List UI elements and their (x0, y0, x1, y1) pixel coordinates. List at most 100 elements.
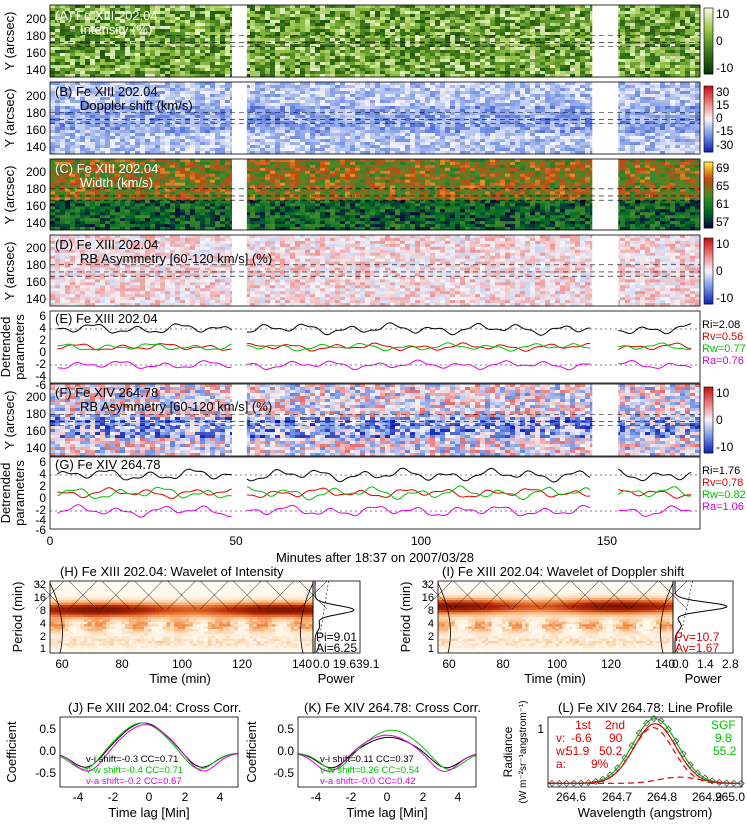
heatmap-cell (525, 14, 530, 17)
heatmap-cell (625, 17, 630, 20)
heatmap-cell (655, 65, 660, 68)
heatmap-cell (355, 53, 360, 56)
heatmap-cell (675, 26, 680, 29)
heatmap-cell (475, 109, 480, 112)
panel-a-ytick: 200 (26, 12, 46, 26)
heatmap-cell (370, 109, 375, 112)
heatmap-cell (385, 106, 390, 109)
heatmap-cell (635, 56, 640, 59)
heatmap-cell (150, 65, 155, 68)
heatmap-cell (565, 85, 570, 88)
heatmap-cell (435, 50, 440, 53)
heatmap-cell (690, 11, 695, 14)
heatmap-cell (170, 5, 175, 8)
heatmap-cell (475, 38, 480, 41)
heatmap-cell (655, 47, 660, 50)
heatmap-cell (315, 14, 320, 17)
heatmap-cell (530, 109, 535, 112)
heatmap-cell (350, 65, 355, 68)
heatmap-cell (290, 14, 295, 17)
heatmap-cell (280, 17, 285, 20)
heatmap-cell (495, 56, 500, 59)
heatmap-cell (330, 91, 335, 94)
heatmap-cell (205, 14, 210, 17)
heatmap-cell (205, 100, 210, 103)
heatmap-cell (305, 53, 310, 56)
heatmap-cell (660, 8, 665, 11)
heatmap-cell (520, 56, 525, 59)
heatmap-cell (170, 20, 175, 23)
heatmap-cell (185, 20, 190, 23)
heatmap-cell (140, 47, 145, 50)
heatmap-cell (450, 5, 455, 8)
heatmap-cell (380, 94, 385, 97)
heatmap-cell (160, 17, 165, 20)
heatmap-cell (490, 20, 495, 23)
heatmap-cell (400, 32, 405, 35)
heatmap-cell (635, 53, 640, 56)
heatmap-cell (455, 82, 460, 85)
heatmap-cell (550, 68, 555, 71)
heatmap-cell (265, 91, 270, 94)
heatmap-cell (210, 100, 215, 103)
heatmap-cell (50, 100, 55, 103)
heatmap-cell (510, 11, 515, 14)
heatmap-cell (565, 17, 570, 20)
heatmap-cell (425, 100, 430, 103)
heatmap-cell (355, 14, 360, 17)
heatmap-cell (445, 62, 450, 65)
heatmap-cell (570, 59, 575, 62)
heatmap-cell (345, 59, 350, 62)
heatmap-cell (460, 8, 465, 11)
heatmap-cell (555, 5, 560, 8)
heatmap-cell (435, 17, 440, 20)
heatmap-cell (400, 20, 405, 23)
heatmap-cell (415, 20, 420, 23)
heatmap-cell (655, 103, 660, 106)
heatmap-cell (130, 53, 135, 56)
heatmap-cell (440, 32, 445, 35)
heatmap-cell (325, 14, 330, 17)
heatmap-cell (325, 59, 330, 62)
heatmap-cell (375, 14, 380, 17)
heatmap-cell (65, 50, 70, 53)
heatmap-cell (160, 88, 165, 91)
heatmap-cell (155, 65, 160, 68)
panel-a-cbar-tick: -10 (716, 61, 734, 75)
heatmap-cell (265, 29, 270, 32)
heatmap-cell (70, 68, 75, 71)
heatmap-cell (350, 47, 355, 50)
heatmap-cell (205, 26, 210, 29)
heatmap-cell (285, 23, 290, 26)
heatmap-cell (300, 50, 305, 53)
heatmap-cell (565, 59, 570, 62)
heatmap-cell (470, 103, 475, 106)
heatmap-cell (190, 14, 195, 17)
heatmap-cell (325, 23, 330, 26)
heatmap-cell (355, 100, 360, 103)
heatmap-cell (630, 47, 635, 50)
heatmap-cell (165, 5, 170, 8)
heatmap-cell (445, 109, 450, 112)
heatmap-cell (210, 82, 215, 85)
heatmap-cell (450, 109, 455, 112)
heatmap-cell (530, 14, 535, 17)
heatmap-cell (95, 50, 100, 53)
heatmap-cell (540, 17, 545, 20)
heatmap-cell (675, 50, 680, 53)
heatmap-cell (690, 59, 695, 62)
heatmap-cell (510, 97, 515, 100)
heatmap-cell (430, 47, 435, 50)
heatmap-cell (285, 29, 290, 32)
heatmap-cell (405, 53, 410, 56)
heatmap-cell (340, 11, 345, 14)
heatmap-cell (270, 50, 275, 53)
heatmap-cell (480, 62, 485, 65)
heatmap-cell (335, 91, 340, 94)
heatmap-cell (165, 62, 170, 65)
heatmap-cell (515, 97, 520, 100)
heatmap-cell (190, 23, 195, 26)
heatmap-cell (530, 68, 535, 71)
heatmap-cell (275, 14, 280, 17)
heatmap-cell (545, 85, 550, 88)
